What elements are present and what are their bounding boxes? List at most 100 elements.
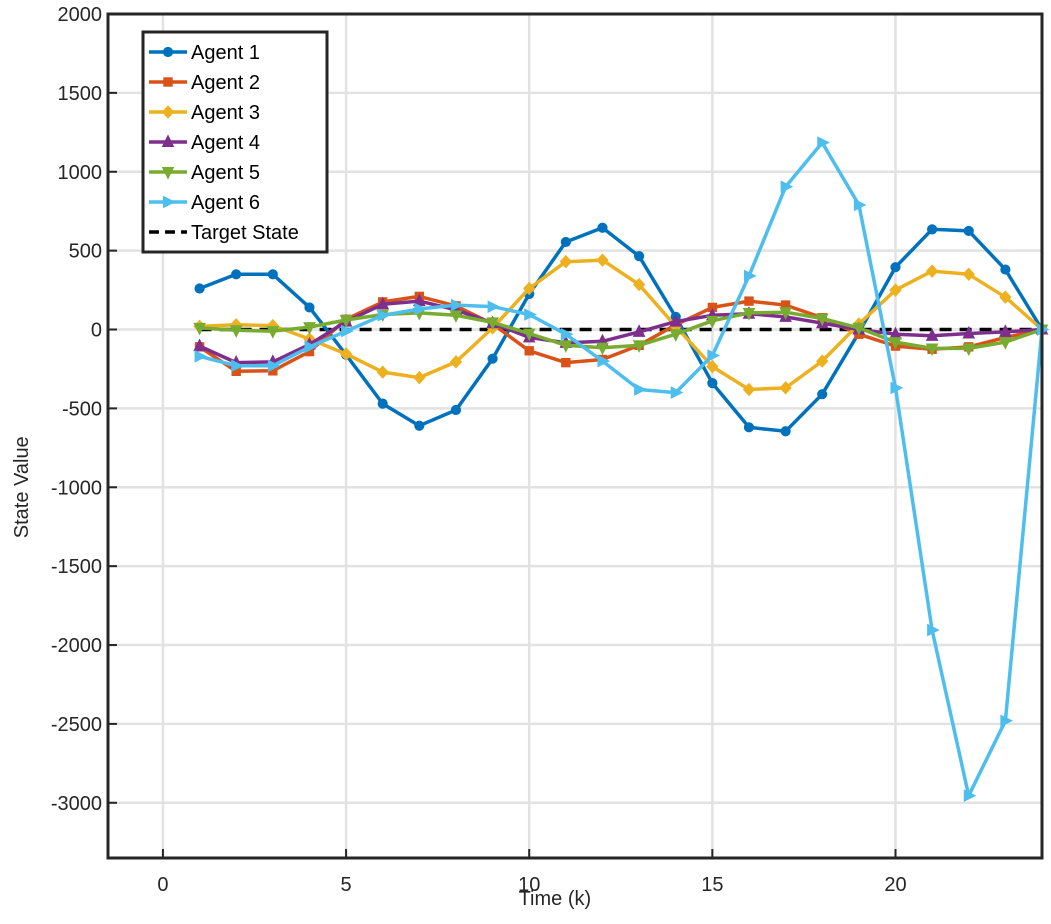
agent-5-point bbox=[925, 343, 939, 357]
legend-item-agent-3: Agent 3 bbox=[149, 102, 260, 124]
legend-label: Agent 1 bbox=[191, 42, 260, 64]
agent-6-point bbox=[487, 300, 501, 313]
agent-6-point bbox=[670, 386, 684, 399]
agent-1-line bbox=[198, 226, 1044, 434]
y-tick-label: 1000 bbox=[58, 162, 103, 184]
agent-1-point bbox=[597, 222, 608, 233]
agent-1-point bbox=[414, 420, 425, 431]
agent-4-point bbox=[962, 325, 976, 339]
agent-3-point bbox=[413, 370, 426, 385]
agent-5-point bbox=[962, 343, 976, 357]
agent-1-point bbox=[450, 404, 462, 416]
agent-3-point bbox=[999, 290, 1012, 304]
x-tick-label: 0 bbox=[157, 874, 168, 896]
legend-label: Target State bbox=[191, 222, 299, 244]
agent-6-point bbox=[524, 308, 537, 321]
agent-5-point bbox=[229, 325, 243, 338]
agent-6-point bbox=[597, 354, 611, 368]
agent-1-point bbox=[743, 422, 755, 433]
tick-layer: 0 5 10 15 20 2000 1500 1000 500 0 -500 -1000 -1500 -2… bbox=[51, 4, 907, 896]
agent-5-point bbox=[706, 315, 719, 329]
agent-3-point bbox=[596, 253, 609, 267]
legend-marker bbox=[161, 105, 175, 119]
agent-3-point bbox=[339, 347, 353, 361]
agent-3-point bbox=[523, 281, 536, 296]
agent-3-point bbox=[559, 254, 573, 269]
agent-5-point bbox=[999, 337, 1012, 350]
agent-6-line bbox=[199, 140, 1044, 798]
agent-6-point bbox=[1000, 714, 1013, 728]
agent-5-point bbox=[339, 315, 353, 328]
agent-4-point bbox=[376, 296, 390, 310]
agent-1-point bbox=[231, 269, 242, 280]
agent-5-line bbox=[199, 310, 1043, 351]
agent-1-point bbox=[1000, 264, 1011, 275]
agent-6-point bbox=[560, 327, 574, 341]
legend-label: Agent 4 bbox=[191, 132, 260, 154]
agent-1-point bbox=[194, 283, 205, 294]
x-tick-label: 5 bbox=[341, 874, 352, 896]
agent-6-point bbox=[963, 789, 977, 802]
series-layer bbox=[193, 136, 1050, 802]
agent-5-point bbox=[779, 307, 792, 320]
agent-5-point bbox=[193, 322, 206, 336]
agent-5-point bbox=[449, 310, 463, 323]
agent-3-point bbox=[632, 277, 646, 292]
y-tick-label: 2000 bbox=[58, 4, 103, 26]
agent-1-point bbox=[633, 251, 645, 262]
agent-6-point bbox=[890, 381, 904, 395]
agent-2-point bbox=[524, 346, 534, 356]
agent-2-point bbox=[561, 357, 571, 368]
legend-marker bbox=[163, 77, 173, 87]
agent-1-point bbox=[963, 225, 974, 237]
y-tick-label: -2500 bbox=[51, 714, 102, 736]
agent-5-point bbox=[266, 326, 280, 339]
agent-3-point bbox=[779, 381, 792, 395]
y-tick-label: -500 bbox=[62, 398, 102, 420]
agent-1-point bbox=[487, 353, 498, 364]
plot-frame bbox=[106, 12, 1044, 860]
agent-6-point bbox=[341, 324, 354, 338]
agent-6-point bbox=[707, 349, 720, 362]
agent-1-point bbox=[890, 262, 901, 273]
agent-5-point bbox=[559, 340, 573, 353]
agent-6-point bbox=[414, 302, 427, 316]
y-tick-label: 1500 bbox=[58, 83, 103, 105]
agent-3-point bbox=[376, 365, 389, 379]
agent-2-point bbox=[744, 296, 754, 306]
agent-6-point bbox=[267, 359, 281, 373]
legend-marker bbox=[162, 46, 174, 58]
agent-6-point bbox=[450, 298, 464, 312]
agent-3-point bbox=[925, 264, 939, 278]
agent-1-point bbox=[560, 236, 571, 248]
agent-5-point bbox=[852, 322, 866, 336]
agent-4-point bbox=[925, 328, 939, 341]
y-tick-label: -1500 bbox=[51, 556, 102, 578]
legend-item-agent-6: Agent 6 bbox=[149, 192, 260, 214]
agent-6-point bbox=[634, 383, 647, 396]
agent-3-point bbox=[816, 354, 829, 368]
agent-3-point bbox=[889, 283, 902, 297]
agent-6-point bbox=[377, 309, 391, 322]
legend-marker bbox=[163, 195, 176, 209]
legend-label: Agent 3 bbox=[191, 102, 260, 124]
y-tick-label: 500 bbox=[69, 241, 102, 263]
legend-marker bbox=[161, 134, 175, 147]
agent-6-point bbox=[817, 136, 830, 149]
agent-4-point bbox=[999, 324, 1012, 337]
agent-3-point bbox=[706, 359, 719, 374]
agent-1-point bbox=[304, 302, 315, 313]
agent-6-point bbox=[780, 180, 794, 194]
legend-item-target-state: Target State bbox=[149, 222, 299, 244]
legend-item-agent-4: Agent 4 bbox=[149, 132, 260, 154]
agent-3-line bbox=[199, 258, 1044, 392]
legend-marker bbox=[161, 167, 175, 180]
x-tick-label: 10 bbox=[518, 874, 540, 896]
agent-3-point bbox=[962, 267, 975, 282]
y-tick-label: -1000 bbox=[51, 477, 102, 499]
agent-5-point bbox=[486, 317, 499, 331]
agent-6-point bbox=[194, 350, 208, 363]
agent-1-point bbox=[927, 224, 938, 235]
legend-label: Agent 5 bbox=[191, 162, 260, 184]
